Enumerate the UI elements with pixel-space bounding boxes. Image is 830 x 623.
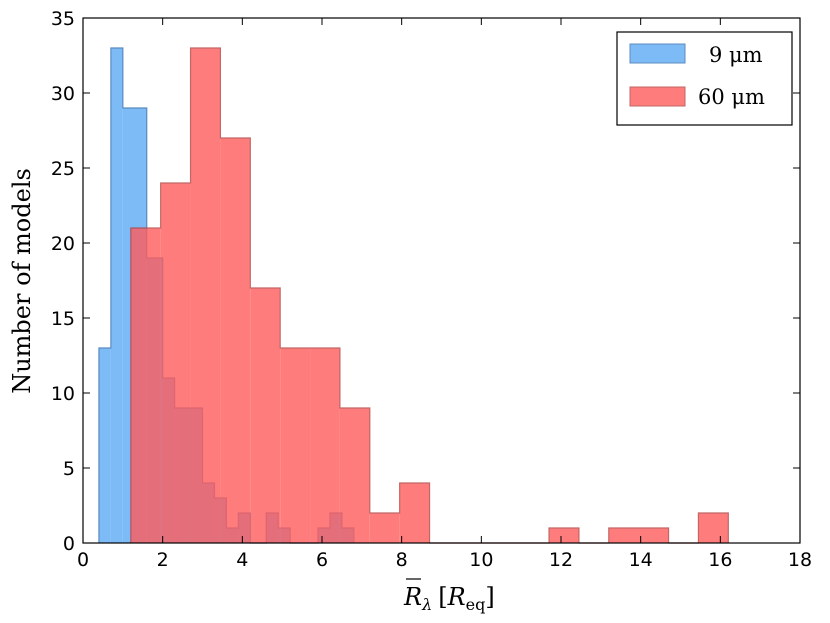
y-tick-label: 15 [51, 308, 75, 330]
bar-60um-13 [608, 528, 669, 543]
x-axis-unit-main: R [447, 583, 466, 611]
x-tick-label: 12 [549, 549, 573, 571]
bar-9um-1 [110, 48, 123, 543]
svg-text:Rλ[Req]: Rλ [Req] [403, 583, 495, 614]
y-tick-label: 30 [51, 83, 75, 105]
y-tick-label: 25 [51, 158, 75, 180]
bar-60um-1 [160, 183, 191, 543]
plot-area [98, 47, 729, 544]
bar-60um-7 [339, 408, 370, 543]
bar-60um-2 [190, 48, 221, 543]
y-tick-label: 35 [51, 8, 75, 30]
x-tick-label: 14 [629, 549, 653, 571]
axis-ticks: 0 2 4 6 8 10 12 14 16 18 0 5 10 15 20 25 30 35 [51, 8, 812, 571]
legend-label-60um: 60 μm [698, 85, 765, 109]
y-tick-label: 0 [63, 533, 75, 555]
legend-swatch-9um [629, 43, 686, 64]
x-tick-label: 4 [236, 549, 248, 571]
bar-60um-9 [399, 483, 430, 543]
x-axis-unit-sub: eq [466, 595, 486, 614]
legend: 9 μm 60 μm [616, 31, 793, 126]
y-tick-label: 10 [51, 383, 75, 405]
bar-60um-8 [369, 513, 400, 543]
outline-60um [130, 47, 729, 544]
x-tick-label: 10 [469, 549, 493, 571]
bar-60um-3 [220, 138, 251, 543]
bar-60um-6 [310, 348, 340, 543]
y-tick-label: 5 [63, 458, 75, 480]
legend-swatch-60um [629, 86, 686, 107]
bar-60um-0 [130, 228, 161, 543]
bar-60um-11 [549, 528, 579, 543]
x-tick-label: 0 [77, 549, 89, 571]
bar-9um-0 [98, 348, 111, 543]
plot-frame [82, 17, 801, 544]
x-tick-label: 8 [396, 549, 408, 571]
y-tick-label: 20 [51, 233, 75, 255]
x-axis-label-sub: λ [421, 595, 432, 614]
bar-60um-15 [698, 513, 729, 543]
x-axis-label-main: R [403, 583, 422, 611]
bar-60um-5 [280, 348, 311, 543]
series-60um [130, 47, 729, 544]
x-tick-label: 6 [316, 549, 328, 571]
x-tick-label: 2 [157, 549, 169, 571]
bar-60um-4 [250, 288, 281, 543]
x-tick-label: 16 [708, 549, 732, 571]
y-axis-label: Number of models [8, 168, 36, 394]
x-tick-label: 18 [788, 549, 812, 571]
legend-label-9um: 9 μm [709, 43, 763, 67]
x-axis-label: Rλ [Req] [403, 578, 495, 614]
